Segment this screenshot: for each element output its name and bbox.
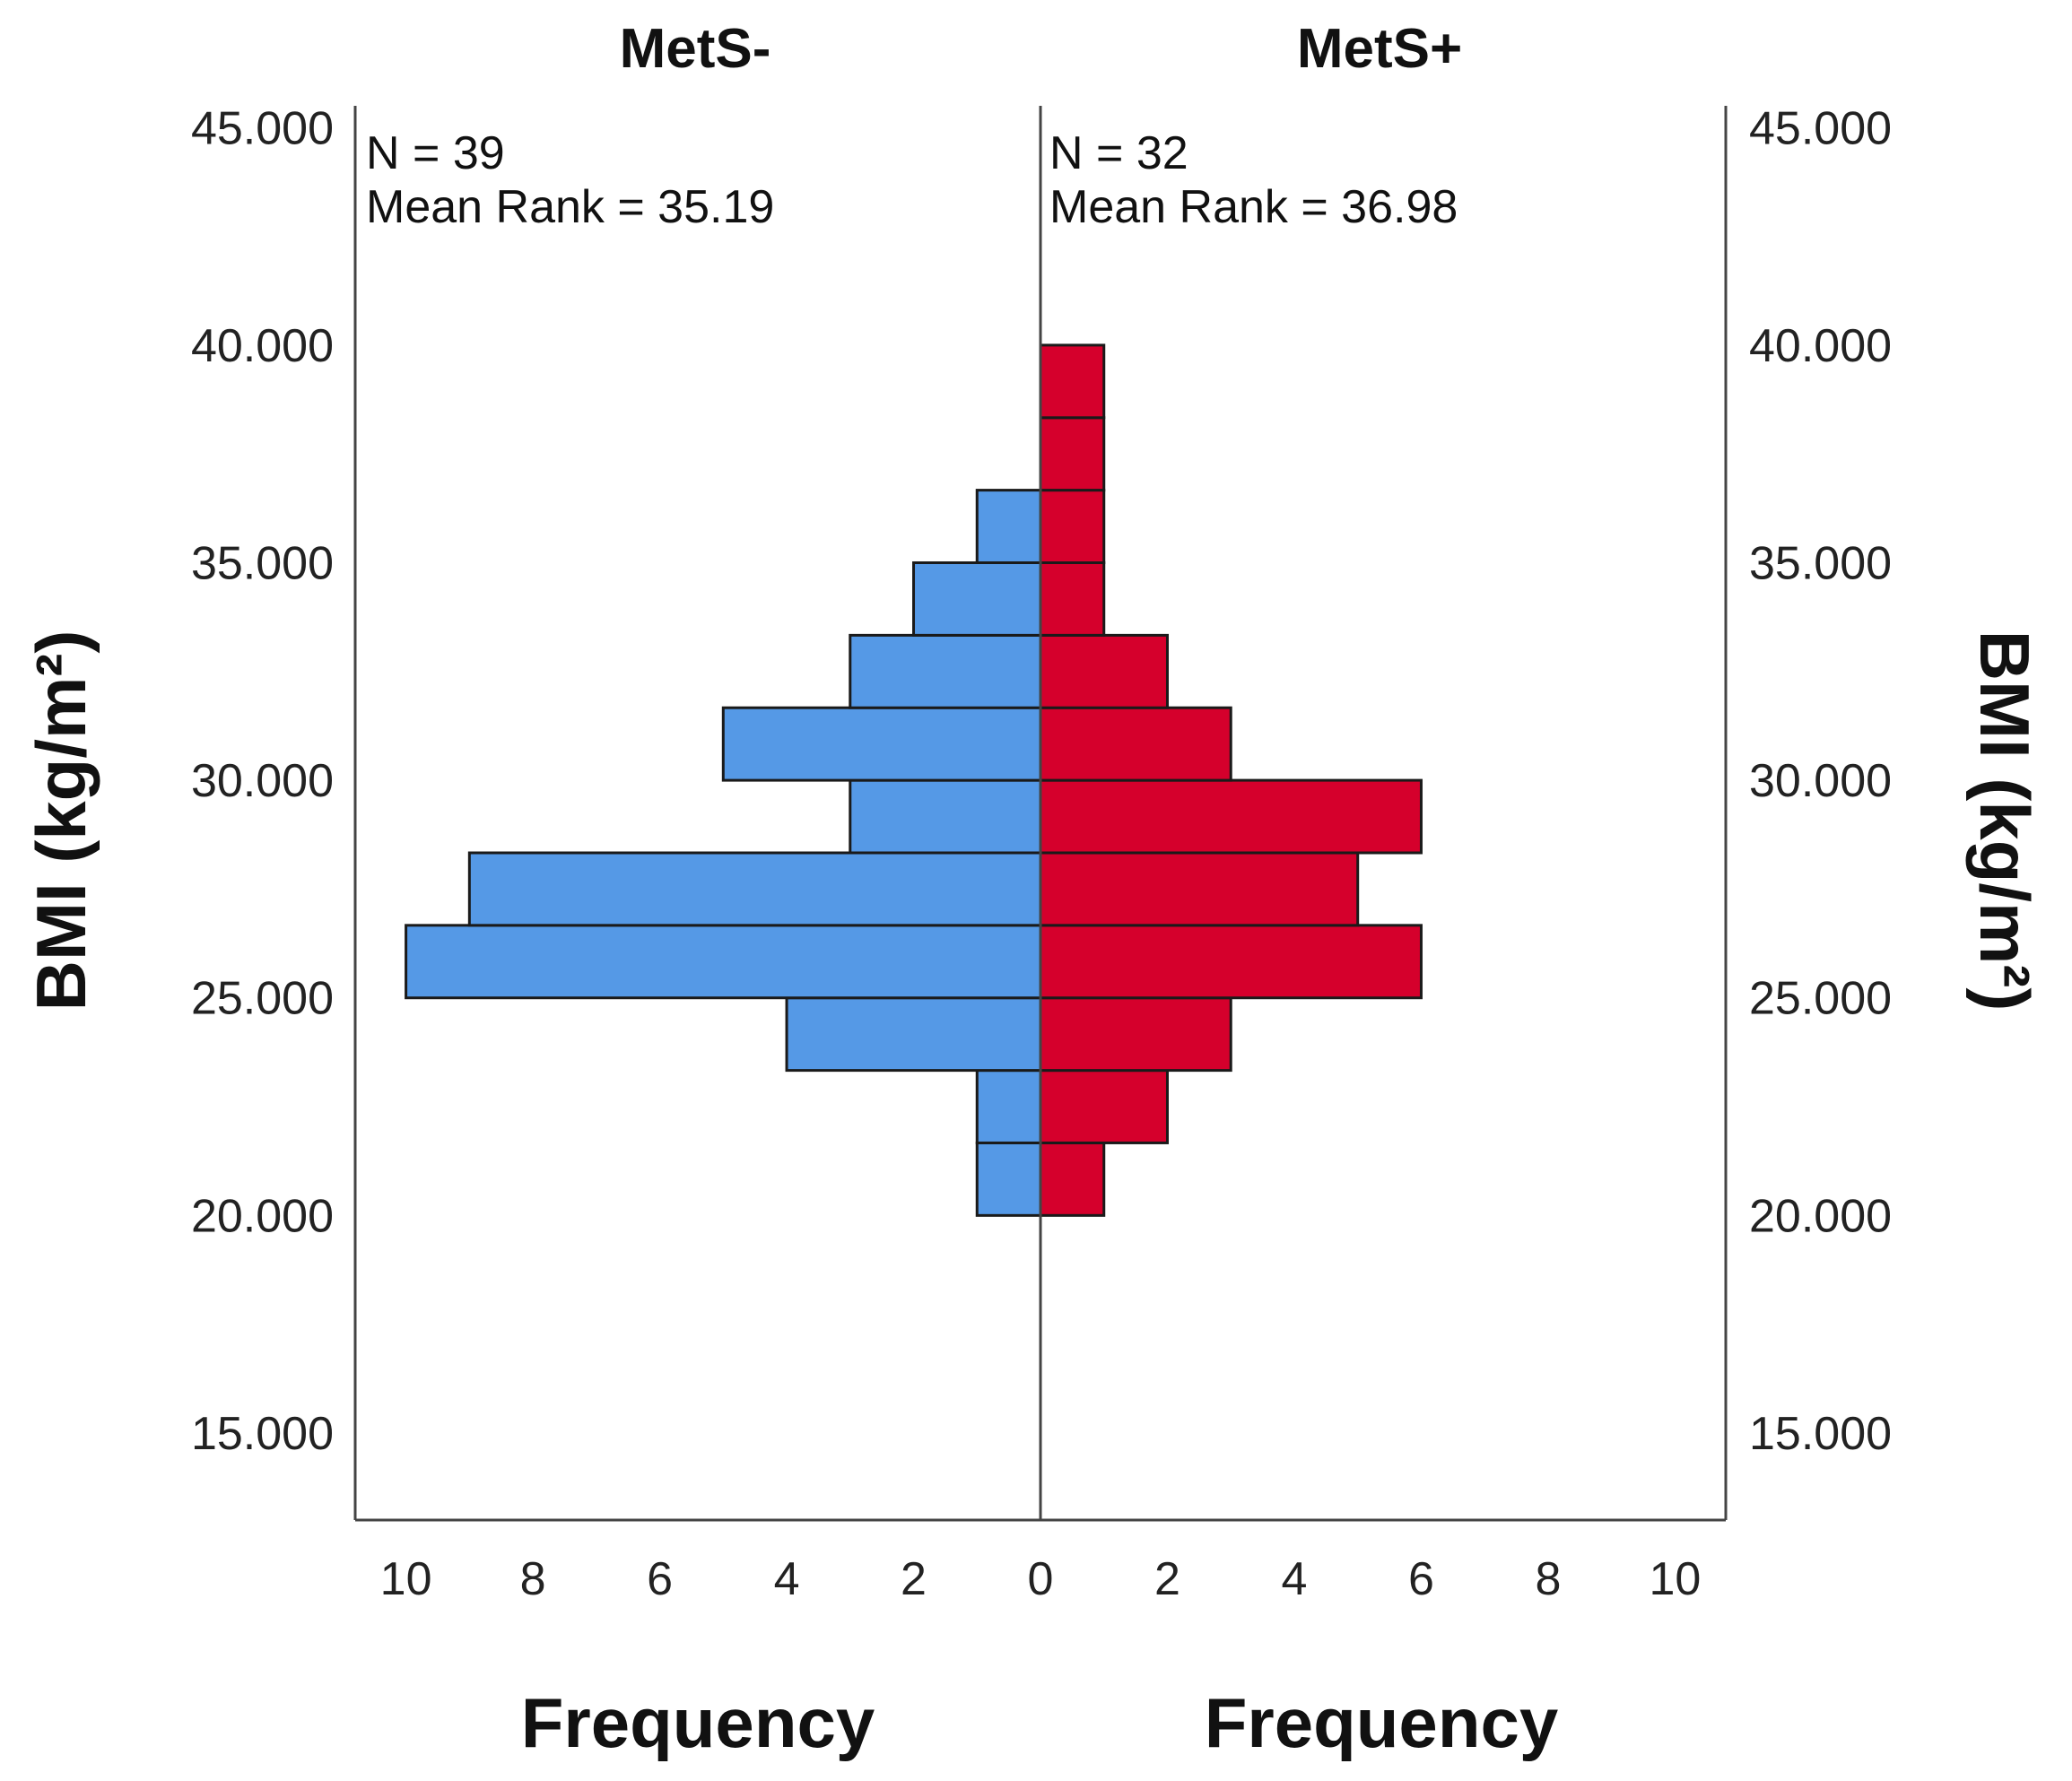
left-n-label: N = 39: [366, 127, 505, 179]
right-bar-0: [1039, 1141, 1106, 1217]
right-y-tick-label: 20.000: [1749, 1190, 1892, 1242]
axes-layer: [353, 106, 1728, 1522]
right-x-tick-label: 2: [1154, 1553, 1180, 1605]
left-bar-7: [849, 633, 1042, 709]
right-bar-8: [1039, 560, 1106, 637]
right-y-tick-label: 25.000: [1749, 973, 1892, 1025]
left-bar-5: [849, 778, 1042, 855]
left-mean-rank-label: Mean Rank = 35.19: [366, 181, 774, 233]
left-bar-3: [405, 924, 1042, 1000]
right-n-label: N = 32: [1049, 127, 1188, 179]
left-x-tick-label: 2: [901, 1553, 927, 1605]
right-bar-11: [1039, 343, 1106, 420]
right-x-tick-label: 4: [1282, 1553, 1308, 1605]
right-bar-4: [1039, 851, 1360, 927]
left-x-tick-label: 8: [520, 1553, 546, 1605]
left-bar-9: [975, 489, 1042, 564]
right-x-tick-label: 8: [1535, 1553, 1561, 1605]
left-y-tick-label: 15.000: [191, 1408, 334, 1460]
right-bar-3: [1039, 924, 1423, 1000]
right-bar-6: [1039, 706, 1232, 782]
left-x-tick-label: 4: [774, 1553, 800, 1605]
left-bar-2: [785, 996, 1042, 1073]
right-y-tick-label: 15.000: [1749, 1408, 1892, 1460]
left-y-tick-label: 35.000: [191, 537, 334, 589]
left-y-tick-label: 40.000: [191, 320, 334, 372]
left-bar-0: [975, 1141, 1042, 1217]
right-y-tick-label: 35.000: [1749, 537, 1892, 589]
left-x-tick-label: 10: [380, 1553, 432, 1605]
left-y-tick-label: 20.000: [191, 1190, 334, 1242]
left-bar-6: [721, 706, 1042, 782]
left-x-axis-title: Frequency: [521, 1683, 875, 1762]
right-bar-9: [1039, 489, 1106, 564]
bars-layer: [405, 343, 1423, 1217]
left-panel-title: MetS-: [620, 18, 771, 80]
right-y-tick-label: 40.000: [1749, 320, 1892, 372]
right-y-tick-label: 30.000: [1749, 755, 1892, 807]
ticks-layer: 15.000 15.000 20.000 20.000 25.000 25.000 30.0…: [191, 102, 1892, 1605]
right-x-tick-label: 6: [1408, 1553, 1434, 1605]
x-tick-label-zero: 0: [1028, 1553, 1054, 1605]
right-y-tick-label: 45.000: [1749, 102, 1892, 154]
left-y-axis-title: BMI (kg/m²): [22, 630, 100, 1012]
right-panel-title: MetS+: [1297, 18, 1462, 80]
right-x-axis-title: Frequency: [1205, 1683, 1558, 1762]
right-bar-1: [1039, 1069, 1169, 1144]
left-y-tick-label: 45.000: [191, 102, 334, 154]
left-bar-8: [912, 560, 1042, 637]
right-bar-7: [1039, 633, 1169, 709]
left-y-tick-label: 30.000: [191, 755, 334, 807]
right-x-tick-label: 10: [1649, 1553, 1701, 1605]
left-x-tick-label: 6: [647, 1553, 673, 1605]
right-bar-2: [1039, 996, 1232, 1073]
left-y-tick-label: 25.000: [191, 973, 334, 1025]
right-bar-5: [1039, 778, 1423, 855]
right-y-axis-title: BMI (kg/m²): [1965, 630, 2044, 1012]
right-mean-rank-label: Mean Rank = 36.98: [1049, 181, 1458, 233]
left-bar-1: [975, 1069, 1042, 1144]
right-bar-10: [1039, 416, 1106, 492]
left-bar-4: [467, 851, 1042, 927]
